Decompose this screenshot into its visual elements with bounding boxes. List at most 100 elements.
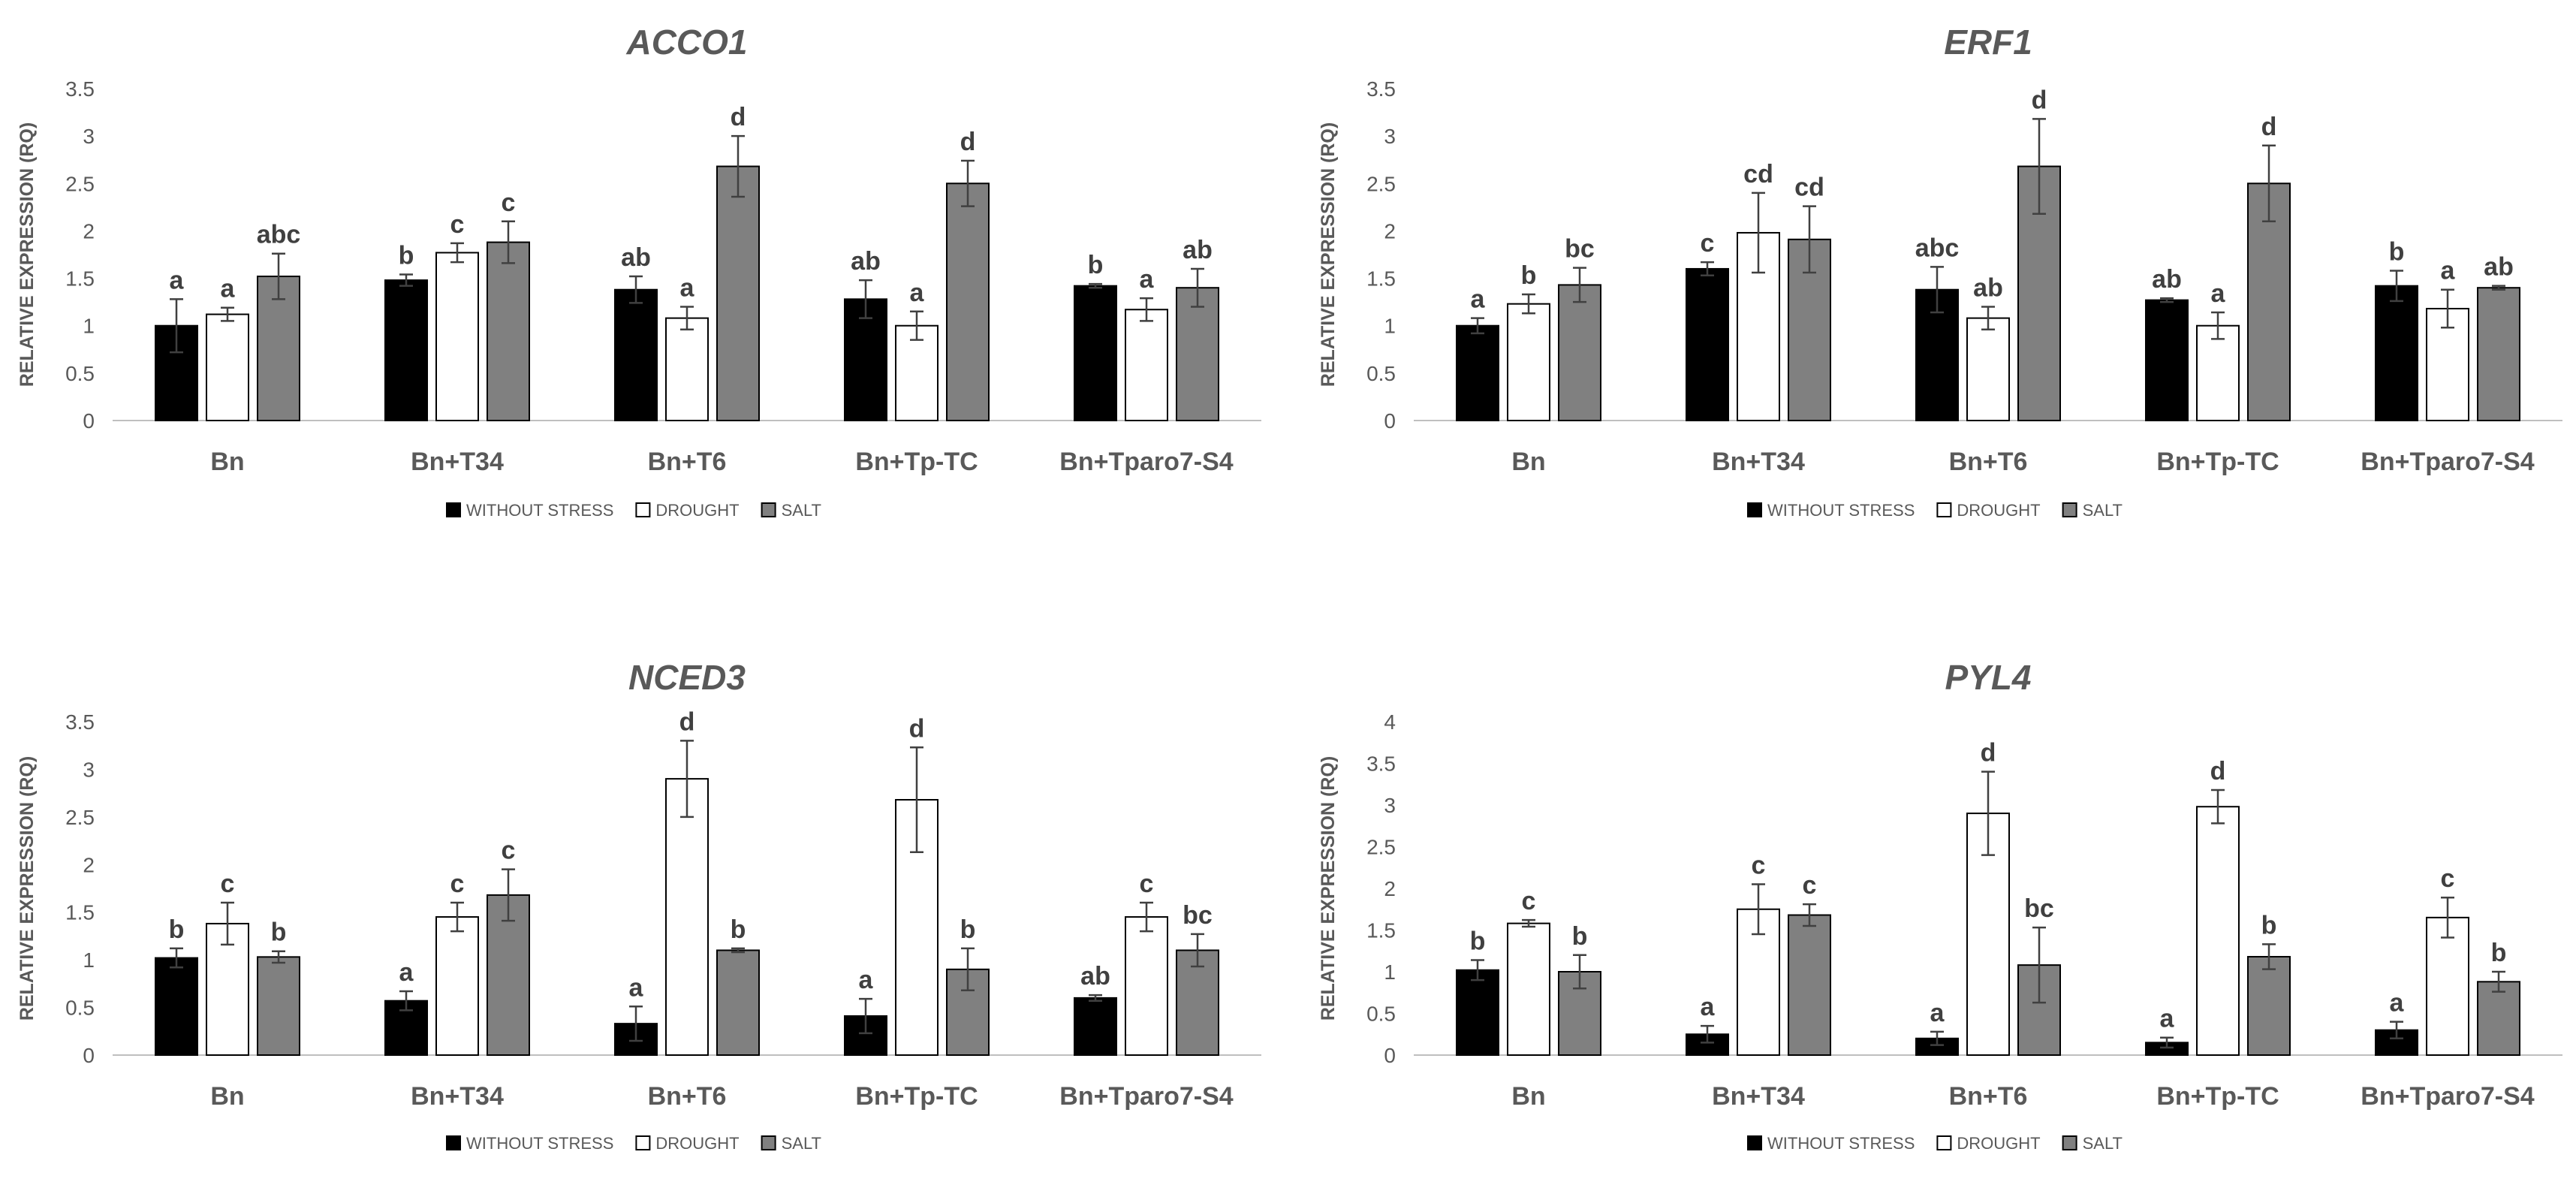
bar — [1788, 914, 1831, 1057]
legend-label: SALT — [2083, 501, 2123, 520]
legend-label: WITHOUT STRESS — [466, 1134, 613, 1153]
significance-letter: d — [679, 707, 695, 736]
y-tick-label: 0 — [1384, 409, 1396, 433]
significance-letter: a — [1471, 285, 1486, 314]
category-label: Bn+Tparo7-S4 — [2361, 448, 2535, 476]
y-tick-label: 4 — [1384, 710, 1396, 734]
bar — [1507, 922, 1550, 1056]
bar — [2426, 307, 2469, 421]
y-tick-label: 0 — [83, 1044, 95, 1067]
bar — [206, 922, 249, 1056]
category-label: Bn+Tp-TC — [855, 1082, 978, 1111]
significance-letter: b — [960, 915, 976, 944]
significance-letter: a — [1701, 993, 1716, 1021]
significance-letter: c — [450, 870, 465, 898]
chart-panel-1: ERF1 RELATIVE EXPRESSION (RQ) 0 0.5 1 1.5 2 2.5… — [1318, 23, 2562, 520]
significance-letter: c — [1701, 229, 1715, 258]
y-tick-label: 0 — [1384, 1044, 1396, 1067]
significance-letter: cd — [1743, 160, 1773, 188]
significance-letter: d — [909, 714, 925, 743]
bar — [2247, 182, 2291, 422]
y-tick-label: 2.5 — [65, 806, 95, 829]
significance-letter: a — [1930, 999, 1945, 1027]
legend-swatch — [446, 502, 461, 517]
bar — [895, 324, 939, 422]
bar — [946, 182, 990, 422]
significance-letter: a — [1140, 265, 1155, 294]
category-label: Bn+Tp-TC — [855, 448, 978, 476]
significance-letter: a — [680, 273, 695, 302]
legend-swatch — [761, 1135, 776, 1150]
bar — [1074, 285, 1117, 421]
significance-letter: d — [2210, 757, 2226, 785]
y-axis-label: RELATIVE EXPRESSION (RQ) — [1318, 122, 1339, 387]
significance-letter: a — [910, 279, 925, 307]
legend-label: SALT — [2083, 1134, 2123, 1153]
significance-letter: ab — [1080, 962, 1110, 991]
bar — [2477, 981, 2520, 1056]
category-label: Bn+Tparo7-S4 — [2361, 1082, 2535, 1111]
legend-label: SALT — [782, 1134, 821, 1153]
significance-letter: a — [399, 958, 414, 987]
category-label: Bn — [1511, 448, 1545, 476]
bar — [665, 778, 709, 1056]
significance-letter: d — [2032, 86, 2047, 114]
bar — [257, 956, 300, 1057]
bar — [614, 288, 658, 421]
legend-swatch — [1936, 1135, 1952, 1150]
legend-label: DROUGHT — [655, 501, 739, 520]
y-tick-label: 1 — [1384, 960, 1396, 984]
chart-panel-0: ACCO1 RELATIVE EXPRESSION (RQ) 0 0.5 1 1.5 2 2.… — [17, 23, 1261, 520]
significance-letter: c — [1522, 887, 1536, 915]
category-label: Bn — [1511, 1082, 1545, 1111]
significance-letter: d — [1981, 739, 1996, 767]
bar — [2247, 956, 2291, 1057]
significance-letter: b — [2491, 939, 2507, 967]
y-axis-label: RELATIVE EXPRESSION (RQ) — [17, 122, 38, 387]
legend-label: DROUGHT — [1957, 501, 2040, 520]
significance-letter: c — [1803, 871, 1817, 900]
significance-letter: a — [2211, 279, 2226, 308]
significance-letter: b — [2389, 237, 2405, 266]
bar — [2426, 916, 2469, 1056]
significance-letter: c — [1752, 851, 1766, 879]
chart-title: PYL4 — [1945, 658, 2031, 697]
category-label: Bn+T34 — [411, 448, 504, 476]
significance-letter: abc — [1915, 234, 1960, 262]
significance-letter: ab — [2152, 265, 2182, 294]
y-tick-label: 1.5 — [1366, 267, 1396, 291]
bar — [1456, 969, 1499, 1057]
significance-letter: b — [169, 915, 185, 944]
chart-panel-3: PYL4 RELATIVE EXPRESSION (RQ) 0 0.5 1 1.5 2 2.5… — [1318, 658, 2562, 1153]
legend-label: WITHOUT STRESS — [1767, 1134, 1915, 1153]
y-axis-label: RELATIVE EXPRESSION (RQ) — [1318, 756, 1339, 1021]
significance-letter: ab — [1973, 273, 2003, 302]
significance-letter: a — [2441, 257, 2456, 285]
y-tick-label: 1.5 — [65, 267, 95, 291]
y-tick-label: 1 — [83, 315, 95, 338]
y-tick-label: 3 — [1384, 794, 1396, 817]
bar — [716, 165, 760, 421]
bar — [1125, 916, 1168, 1056]
category-label: Bn+T34 — [1712, 1082, 1805, 1111]
y-tick-label: 2.5 — [1366, 172, 1396, 195]
significance-letter: c — [450, 210, 465, 239]
category-label: Bn+T6 — [648, 1082, 727, 1111]
significance-letter: b — [1088, 251, 1104, 279]
category-label: Bn+T6 — [648, 448, 727, 476]
y-tick-label: 0.5 — [65, 362, 95, 385]
legend-swatch — [1747, 502, 1762, 517]
y-axis-label: RELATIVE EXPRESSION (RQ) — [17, 756, 38, 1021]
significance-letter: bc — [1565, 235, 1595, 264]
bar — [384, 279, 428, 421]
y-tick-label: 3 — [83, 758, 95, 781]
bar — [1966, 317, 2010, 421]
category-label: Bn — [210, 448, 244, 476]
significance-letter: b — [1572, 922, 1588, 951]
chart-title: ACCO1 — [625, 23, 747, 62]
bar — [1074, 997, 1117, 1057]
category-label: Bn+T34 — [1712, 448, 1805, 476]
significance-letter: a — [859, 966, 874, 994]
bar — [435, 252, 479, 421]
y-tick-label: 2 — [1384, 219, 1396, 243]
